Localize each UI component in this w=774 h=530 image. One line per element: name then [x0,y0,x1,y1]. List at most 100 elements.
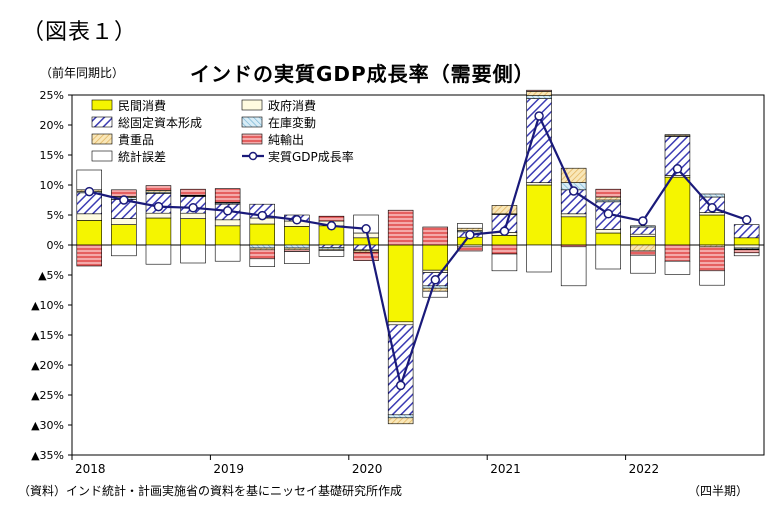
legend-swatch-net_exports [241,133,263,145]
gdp-growth-point [188,203,198,213]
bar-valuables [595,196,621,201]
bar-discrepancy [145,244,172,265]
x-year-label: 2019 [213,462,244,476]
bar-government_consumption [353,232,379,239]
bar-private_consumption [249,223,276,246]
gdp-growth-point [465,230,475,240]
bar-net_exports [422,226,448,246]
bar-gfcf [630,226,656,235]
legend-label-private_consumption: 民間消費 [118,98,166,113]
gdp-growth-point [119,195,129,205]
bar-net_exports [699,246,725,272]
figure-label: （図表１） [22,20,138,45]
bar-valuables [387,417,414,425]
source-note: （資料）インド統計・計画実施省の資料を基にニッセイ基礎研究所作成 [18,484,403,498]
bar-private_consumption [595,232,621,246]
bar-government_consumption [76,213,103,221]
gdp-growth-point [499,226,510,236]
bar-gfcf [353,244,379,251]
bar-discrepancy [733,252,760,257]
y-tick-label: 25% [40,89,64,102]
bar-inventory [630,225,656,228]
bar-private_consumption [180,218,206,246]
bar-discrepancy [630,254,656,274]
bar-valuables [491,205,518,215]
legend-swatch-gdp-marker [248,151,258,161]
bar-net_exports [180,188,206,196]
legend-swatch-government_consumption [241,99,263,111]
bar-discrepancy [249,258,276,267]
bar-private_consumption [214,225,241,246]
x-year-label: 2021 [490,462,521,476]
bar-discrepancy [699,270,725,286]
gdp-growth-point [707,203,717,213]
bar-discrepancy [526,244,552,273]
gdp-growth-point [222,206,233,216]
bar-government_consumption [180,212,206,219]
legend-label-government_consumption: 政府消費 [268,98,316,113]
bar-inventory [699,193,725,198]
gdp-growth-point [741,215,752,225]
y-tick-label: ▲15% [31,329,64,342]
bar-discrepancy [560,246,587,287]
x-year-label: 2020 [352,462,383,476]
bar-discrepancy [491,253,518,272]
legend-label-valuables: 貴重品 [118,133,154,147]
bar-private_consumption [733,237,760,246]
bar-private_consumption [491,235,518,246]
bar-private_consumption [76,220,103,246]
y-tick-label: ▲30% [31,419,64,432]
bar-discrepancy [111,244,137,257]
bar-net_exports [76,244,103,267]
y-tick-label: 15% [40,149,64,162]
gdp-growth-point [292,215,302,225]
y-tick-label: ▲35% [31,449,64,462]
x-year-label: 2018 [75,462,106,476]
bar-net_exports [733,249,760,254]
bar-gfcf [318,244,345,248]
y-tick-label: 10% [40,179,64,192]
y-tick-label: ▲25% [31,389,64,402]
legend-swatch-valuables [91,133,113,145]
bar-private_consumption [422,244,448,271]
bar-government_consumption [111,218,137,225]
bar-government_consumption [214,219,241,227]
x-year-label: 2022 [629,462,660,476]
legend-swatch-inventory [241,116,263,128]
gdp-growth-point [534,111,544,121]
y-tick-label: 5% [47,209,64,222]
gdp-growth-point [257,210,268,221]
bar-government_consumption [422,269,448,273]
bar-government_consumption [733,244,760,249]
legend-label-gdp_line: 実質GDP成長率 [268,149,354,164]
plot-frame [71,94,765,456]
bar-government_consumption [145,212,172,219]
bar-gfcf [387,324,414,416]
bar-valuables [664,134,691,137]
bar-valuables [422,287,448,292]
gdp-growth-point [568,186,579,196]
bar-net_exports [664,244,691,262]
bar-net_exports [630,250,656,256]
bar-discrepancy [76,169,103,191]
bar-private_consumption [664,176,691,246]
bar-net_exports [595,188,621,198]
gdp-growth-point [638,216,648,226]
y-tick-label: 0% [47,239,64,252]
bar-valuables [630,244,656,252]
bar-private_consumption [630,236,656,246]
bar-gfcf [733,224,760,239]
gdp-growth-point [84,186,95,197]
legend-swatch-discrepancy [91,150,113,162]
legend-label-inventory: 在庫変動 [268,115,316,130]
bar-private_consumption [111,224,137,246]
bar-inventory [422,285,448,289]
bar-government_consumption [387,321,414,326]
bar-government_consumption [560,213,587,218]
bar-discrepancy [214,244,241,262]
bar-government_consumption [699,212,725,216]
bar-discrepancy [318,250,345,257]
bar-net_exports [491,244,518,255]
legend-label-discrepancy: 統計誤差 [118,149,166,164]
bar-net_exports [457,246,483,252]
